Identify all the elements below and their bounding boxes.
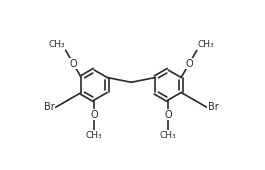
Text: O: O: [164, 110, 172, 120]
Text: O: O: [90, 110, 98, 120]
Text: CH₃: CH₃: [48, 40, 65, 49]
Text: O: O: [70, 59, 77, 69]
Text: CH₃: CH₃: [160, 131, 176, 140]
Text: CH₃: CH₃: [86, 131, 103, 140]
Text: CH₃: CH₃: [198, 40, 214, 49]
Text: O: O: [185, 59, 193, 69]
Text: Br: Br: [44, 102, 55, 112]
Text: Br: Br: [208, 102, 219, 112]
